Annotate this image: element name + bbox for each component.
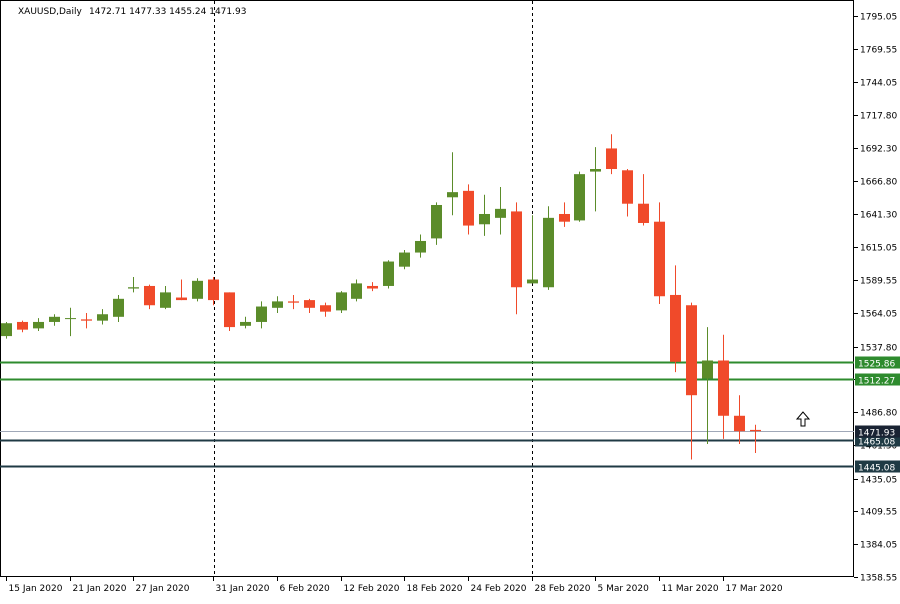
candle-bear[interactable]: [734, 415, 745, 432]
x-tick-label: 18 Feb 2020: [407, 584, 463, 594]
x-tick-label: 27 Jan 2020: [136, 584, 190, 594]
y-tick-label: 1615.05: [860, 244, 897, 254]
level-price-label: 1445.08: [858, 464, 895, 474]
y-tick-label: 1358.55: [860, 574, 897, 584]
y-tick-label: 1769.55: [860, 46, 897, 56]
candle-bull[interactable]: [256, 306, 267, 322]
candle-bear[interactable]: [718, 360, 729, 416]
bid-price-label: 1471.93: [858, 429, 895, 439]
candle-bear[interactable]: [750, 429, 761, 432]
candle-bull[interactable]: [415, 240, 426, 253]
candle-bull[interactable]: [702, 360, 713, 379]
candle-bull[interactable]: [192, 280, 203, 299]
candle-bull[interactable]: [527, 279, 538, 284]
y-tick-label: 1435.05: [860, 476, 897, 486]
ohlc-header: 1472.71 1477.33 1455.24 1471.93: [89, 7, 246, 17]
y-tick-label: 1666.80: [860, 178, 897, 188]
candle-bear[interactable]: [638, 203, 649, 223]
x-tick-label: 5 Mar 2020: [598, 584, 650, 594]
candle-bull[interactable]: [65, 318, 76, 320]
candle-bull[interactable]: [113, 298, 124, 317]
y-tick-label: 1589.55: [860, 277, 897, 287]
candle-bear[interactable]: [176, 297, 187, 301]
plot-area[interactable]: [0, 0, 854, 577]
candle-bear[interactable]: [81, 319, 92, 321]
candle-bull[interactable]: [431, 204, 442, 239]
y-tick-label: 1564.05: [860, 310, 897, 320]
x-tick-label: 12 Feb 2020: [344, 584, 400, 594]
candle-bull[interactable]: [97, 314, 108, 321]
candle-bull[interactable]: [447, 192, 458, 198]
candle-bull[interactable]: [336, 292, 347, 311]
y-tick-label: 1486.80: [860, 409, 897, 419]
candle-bear[interactable]: [511, 211, 522, 288]
candle-bull[interactable]: [543, 217, 554, 288]
candle-bear[interactable]: [559, 213, 570, 222]
level-price-label: 1465.08: [858, 438, 895, 448]
x-tick-label: 11 Mar 2020: [662, 584, 719, 594]
candle-bull[interactable]: [160, 292, 171, 308]
candle-bear[interactable]: [654, 221, 665, 297]
x-tick-label: 31 Jan 2020: [216, 584, 270, 594]
candle-bear[interactable]: [320, 305, 331, 312]
candle-bear[interactable]: [606, 148, 617, 170]
y-tick-label: 1692.30: [860, 145, 897, 155]
x-tick-label: 6 Feb 2020: [280, 584, 331, 594]
candle-bull[interactable]: [49, 316, 60, 322]
candle-bull[interactable]: [383, 261, 394, 286]
candle-bull[interactable]: [590, 169, 601, 172]
x-tick-label: 17 Mar 2020: [726, 584, 783, 594]
level-price-label: 1525.86: [858, 360, 895, 370]
candle-bear[interactable]: [17, 321, 28, 330]
candle-bear[interactable]: [463, 190, 474, 226]
x-tick-label: 15 Jan 2020: [9, 584, 63, 594]
symbol-header: XAUUSD,Daily: [18, 7, 82, 17]
x-tick-label: 24 Feb 2020: [471, 584, 527, 594]
candle-bull[interactable]: [1, 323, 12, 337]
candle-bear[interactable]: [367, 285, 378, 289]
candle-bull[interactable]: [399, 252, 410, 267]
candle-bear[interactable]: [288, 301, 299, 303]
candle-bull[interactable]: [33, 321, 44, 329]
candle-bear[interactable]: [144, 285, 155, 306]
candle-bull[interactable]: [272, 301, 283, 308]
candle-bear[interactable]: [304, 300, 315, 308]
candle-bear[interactable]: [224, 292, 235, 328]
x-tick-label: 28 Feb 2020: [535, 584, 591, 594]
y-tick-label: 1744.05: [860, 79, 897, 89]
y-tick-label: 1409.55: [860, 508, 897, 518]
level-price-tag: [855, 460, 900, 473]
candle-bull[interactable]: [495, 208, 506, 218]
candle-bear[interactable]: [208, 279, 219, 301]
candle-bear[interactable]: [622, 170, 633, 204]
y-tick-label: 1537.80: [860, 344, 897, 354]
up-arrow-icon[interactable]: [795, 411, 811, 427]
y-tick-label: 1384.05: [860, 541, 897, 551]
candle-bull[interactable]: [351, 283, 362, 299]
y-tick-label: 1717.80: [860, 112, 897, 122]
level-price-tag: [855, 373, 900, 386]
candle-bull[interactable]: [479, 213, 490, 225]
candle-bull[interactable]: [240, 321, 251, 326]
level-price-label: 1512.27: [858, 377, 895, 387]
y-tick-label: 1641.30: [860, 211, 897, 221]
level-price-tag: [855, 356, 900, 369]
candle-bear[interactable]: [670, 294, 681, 362]
y-tick-label: 1795.05: [860, 13, 897, 23]
x-tick-label: 21 Jan 2020: [73, 584, 127, 594]
candle-bull[interactable]: [128, 287, 139, 289]
candle-bear[interactable]: [686, 305, 697, 396]
bid-price-tag: [855, 425, 900, 438]
candle-bull[interactable]: [574, 174, 585, 221]
